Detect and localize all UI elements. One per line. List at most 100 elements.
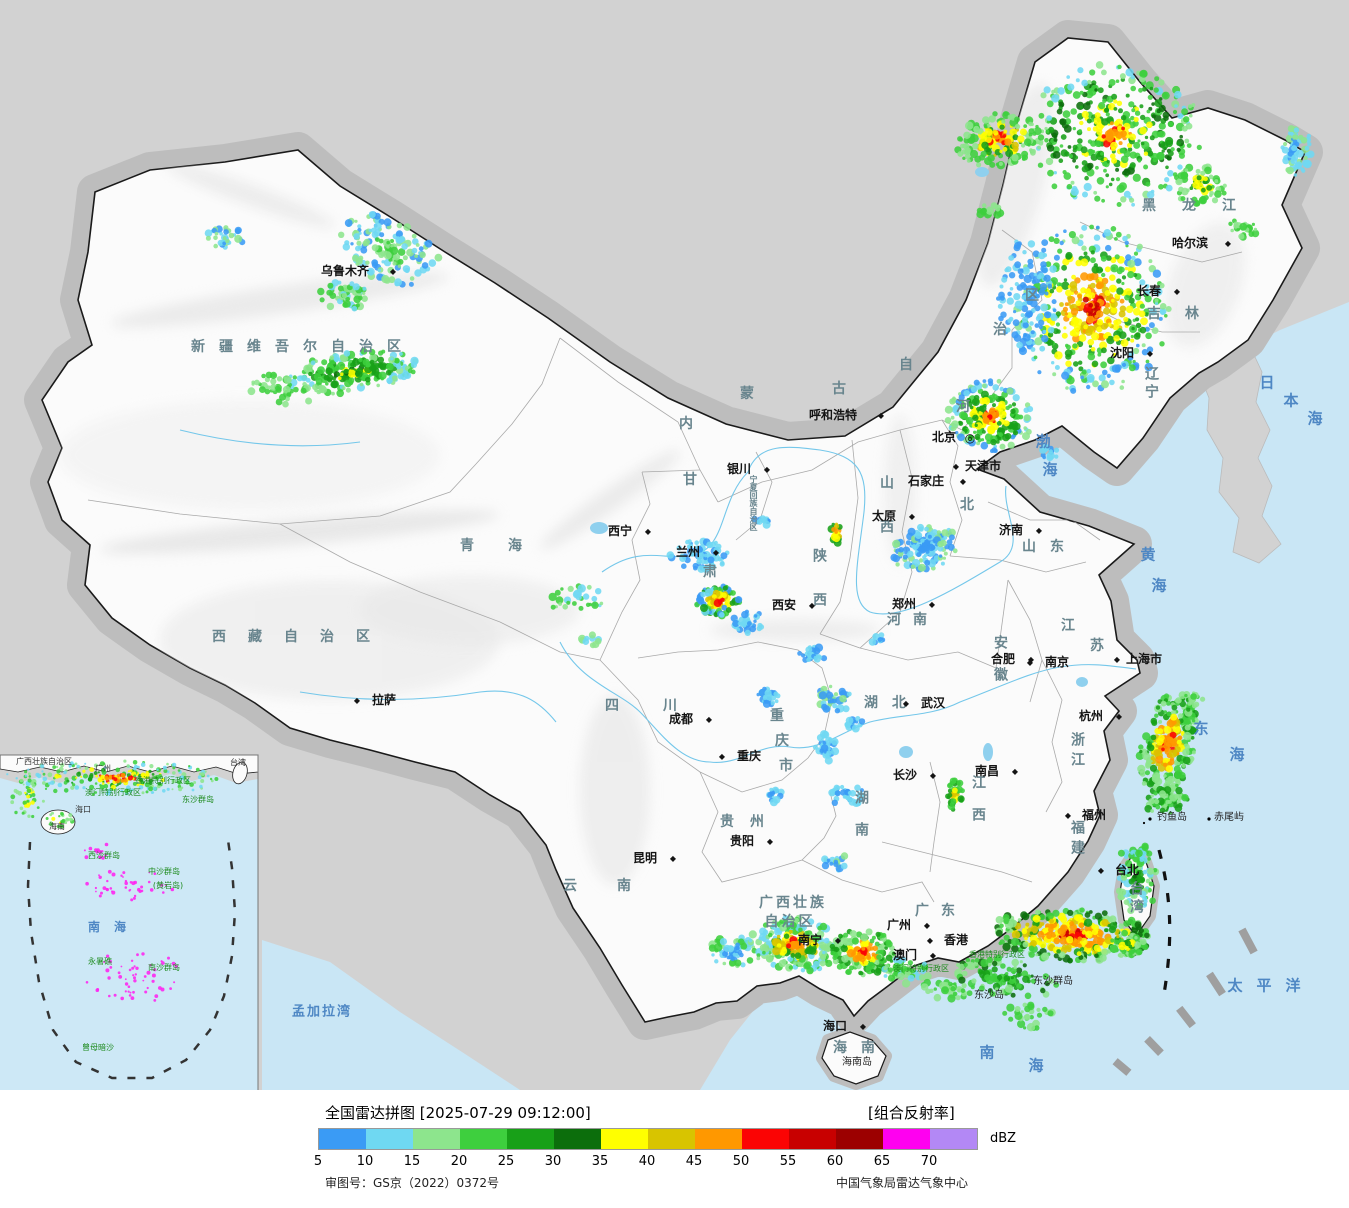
city-marker-icon: ◆ <box>908 512 916 521</box>
province-label: 河南 <box>887 612 939 628</box>
province-label: 自治区 <box>764 914 816 930</box>
city-marker-icon: ◆ <box>353 696 361 705</box>
city-label: 拉萨 <box>371 693 397 707</box>
admin-region-label: 东沙群岛 <box>182 795 214 804</box>
legend-scale-value: 65 <box>873 1154 891 1169</box>
province-label: 庆 <box>775 733 789 749</box>
legend-bar: 全国雷达拼图 [2025-07-29 09:12:00] [组合反射率] dBZ… <box>0 1090 1349 1208</box>
city-marker-icon: ◆ <box>859 1022 867 1031</box>
map-title: 全国雷达拼图 [2025-07-29 09:12:00] <box>325 1104 591 1122</box>
city-label: 台北 <box>1114 863 1140 877</box>
province-label: 广东 <box>915 903 967 919</box>
province-label: 吉林 <box>1147 306 1223 322</box>
city-marker-icon: ◆ <box>1224 239 1232 248</box>
legend-scale-value: 15 <box>403 1154 421 1169</box>
city-label: 郑州 <box>891 597 917 611</box>
city-label: 昆明 <box>632 851 658 865</box>
province-label: 湖南 <box>853 790 869 854</box>
city-marker-icon: ◆ <box>389 267 397 276</box>
sea-label: 孟加拉湾 <box>291 1004 353 1020</box>
admin-region-label: 南沙群岛 <box>148 963 180 972</box>
bay-of-bengal-water <box>262 940 520 1090</box>
legend-scale-value: 30 <box>544 1154 562 1169</box>
city-label: 重庆 <box>736 749 762 763</box>
city-label: 合肥 <box>990 652 1016 666</box>
legend-scale-value: 55 <box>779 1154 797 1169</box>
inset-label: 台湾 <box>230 758 246 767</box>
province-label: 安徽 <box>992 635 1008 699</box>
city-marker-icon: ◆ <box>1035 526 1043 535</box>
province-label: 新疆维吾尔自治区 <box>191 339 415 355</box>
capital-marker-icon: ◎ <box>964 431 976 445</box>
legend-color-swatch <box>366 1129 413 1149</box>
ryukyu-islands <box>1112 927 1258 1076</box>
sea-label: 东 <box>1193 719 1209 738</box>
city-label: 天津市 <box>964 459 1002 473</box>
diaoyu-island-dots <box>1142 817 1211 825</box>
legend-color-swatch <box>319 1129 366 1149</box>
province-label: 甘 <box>683 472 697 488</box>
sea-label: 海 <box>1307 409 1323 428</box>
city-marker-icon: ◆ <box>669 854 677 863</box>
city-label: 南宁 <box>797 933 823 947</box>
city-label: 上海市 <box>1125 652 1163 666</box>
city-marker-icon: ◆ <box>808 601 816 610</box>
maritime-boundary-dashes <box>1157 849 1172 995</box>
province-label: 浙江 <box>1069 732 1085 772</box>
city-label: 哈尔滨 <box>1171 236 1209 250</box>
legend-color-swatch <box>507 1129 554 1149</box>
agency-name: 中国气象局雷达气象中心 <box>836 1176 969 1190</box>
city-marker-icon: ◆ <box>929 951 937 960</box>
sea-label: 渤 <box>1035 432 1051 451</box>
province-label: 河 <box>956 399 970 415</box>
legend-scale-value: 25 <box>497 1154 515 1169</box>
legend-color-swatch <box>554 1129 601 1149</box>
legend-color-swatch <box>413 1129 460 1149</box>
legend-scale-value: 60 <box>826 1154 844 1169</box>
province-label: 山东 <box>1022 539 1078 555</box>
legend-color-swatch <box>742 1129 789 1149</box>
city-label: 北京 <box>931 430 957 444</box>
province-label: 云南 <box>563 878 671 894</box>
province-label: 江西 <box>970 775 986 839</box>
city-label: 济南 <box>998 523 1024 537</box>
admin-region-label: 澳门特别行政区 <box>893 964 949 973</box>
admin-region-label: 香港特别行政区 <box>969 950 1025 959</box>
legend-scale-value: 20 <box>450 1154 468 1169</box>
province-label: 古 <box>832 381 846 397</box>
admin-region-label: 曾母暗沙 <box>82 1043 114 1052</box>
legend-color-swatch <box>930 1129 977 1149</box>
city-marker-icon: ◆ <box>718 752 726 761</box>
city-marker-icon: ◆ <box>928 600 936 609</box>
island-label: 东沙群岛 <box>1033 976 1073 987</box>
legend-color-scale <box>318 1128 978 1150</box>
city-marker-icon: ◆ <box>877 411 885 420</box>
province-label: 重 <box>770 708 784 724</box>
city-label: 乌鲁木齐 <box>320 264 370 278</box>
province-label: 贵州 <box>720 814 780 830</box>
east-sea-water <box>700 302 1349 1090</box>
city-marker-icon: ◆ <box>766 837 774 846</box>
sea-label: 海 <box>1028 1056 1044 1075</box>
admin-region-label: 澳门特别行政区 <box>85 788 141 797</box>
sea-label: 日 <box>1259 373 1275 392</box>
legend-scale-value: 10 <box>356 1154 374 1169</box>
product-label: [组合反射率] <box>868 1104 955 1122</box>
city-label: 南京 <box>1044 655 1070 669</box>
legend-color-swatch <box>601 1129 648 1149</box>
lakes <box>590 167 1088 761</box>
inset-label: 广州 <box>95 764 111 773</box>
sea-label: 海 <box>1042 460 1058 479</box>
province-label: 四川 <box>605 698 721 714</box>
map-label-layer: 新疆维吾尔自治区 西藏自治区 青海 四川 云南 贵州 湖北 河南 山东 广东 海南 吉林 黑龙江 广西壮族… <box>16 199 1323 1075</box>
legend-color-swatch <box>695 1129 742 1149</box>
city-label: 太原 <box>871 509 897 523</box>
province-label: 江 <box>1061 618 1075 634</box>
city-label: 西安 <box>771 598 797 612</box>
province-label: 宁夏回族自治区 <box>749 475 758 531</box>
city-marker-icon: ◆ <box>1011 767 1019 776</box>
city-label: 成都 <box>668 712 694 726</box>
city-marker-icon: ◆ <box>1146 349 1154 358</box>
city-label: 兰州 <box>675 545 701 559</box>
legend-scale-values: 5 10 15 20 25 30 35 40 45 50 55 60 65 70 <box>0 1154 1349 1170</box>
